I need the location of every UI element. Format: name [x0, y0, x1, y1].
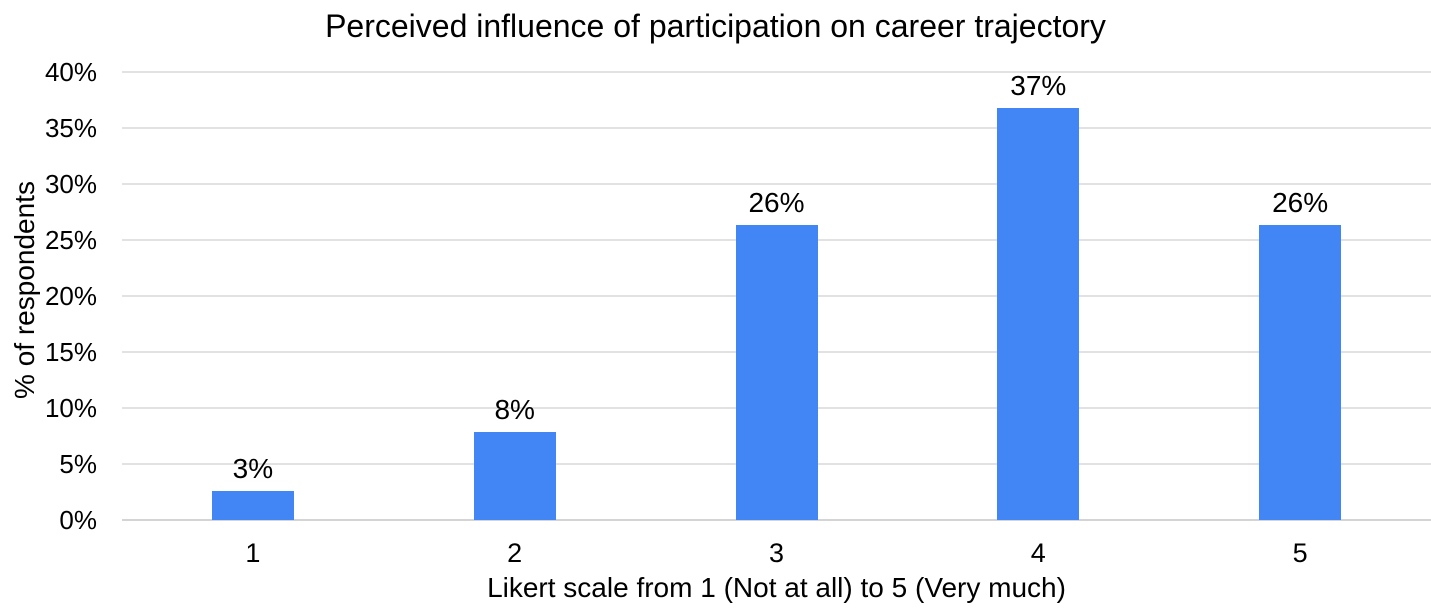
y-tick-label: 25% — [44, 225, 97, 255]
y-tick-label: 30% — [44, 169, 97, 199]
y-tick-label: 15% — [44, 337, 97, 367]
x-category-label: 5 — [1292, 538, 1308, 568]
y-tick-label: 20% — [44, 281, 97, 311]
gridline — [122, 127, 1431, 129]
y-tick-label: 35% — [44, 113, 97, 143]
y-tick-label: 5% — [59, 449, 97, 479]
chart-title: Perceived influence of participation on … — [325, 8, 1106, 44]
bar-value-label: 37% — [1010, 69, 1067, 101]
gridline — [122, 71, 1431, 73]
bar-value-label: 8% — [494, 393, 535, 425]
x-category-label: 4 — [1030, 538, 1046, 568]
x-axis-title: Likert scale from 1 (Not at all) to 5 (V… — [487, 572, 1066, 603]
bar-value-label: 26% — [1272, 187, 1329, 219]
x-category-label: 2 — [507, 538, 523, 568]
x-axis-line — [122, 519, 1431, 521]
y-tick-label: 40% — [44, 57, 97, 87]
bar — [211, 490, 294, 520]
x-category-label: 3 — [768, 538, 785, 568]
gridline — [122, 183, 1431, 185]
bar — [735, 225, 818, 520]
y-tick-label: 0% — [59, 505, 97, 535]
bar-value-label: 3% — [232, 452, 274, 484]
bar — [1259, 225, 1342, 520]
bar — [997, 107, 1080, 520]
y-tick-label: 10% — [44, 393, 97, 423]
x-category-label: 1 — [245, 538, 261, 568]
bar — [473, 431, 556, 520]
bar-value-label: 26% — [748, 187, 805, 219]
